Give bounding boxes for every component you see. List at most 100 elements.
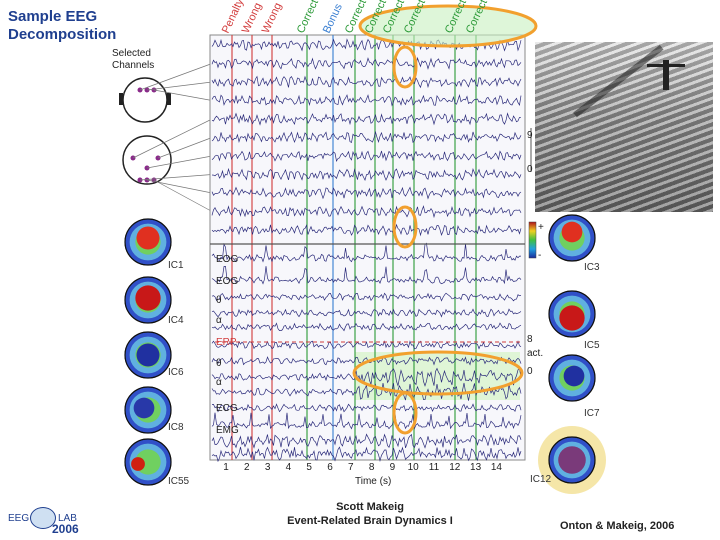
leader-line [139, 174, 213, 181]
leader-line [139, 63, 213, 91]
page-title: Sample EEG Decomposition [8, 8, 158, 44]
eeg-trace [211, 56, 522, 70]
eeg-trace [211, 266, 522, 285]
x-tick-label: 2 [244, 462, 250, 473]
eeg-trace [211, 75, 522, 89]
leader-line [146, 179, 213, 194]
x-tick-label: 5 [306, 462, 312, 473]
eeg-trace [211, 112, 521, 126]
logo-brain-icon [30, 507, 56, 529]
footer-subtitle: Event-Related Brain Dynamics I [287, 515, 453, 527]
x-axis-ticks: 1 2 3 4 5 6 7 8 9 10 11 12 13 14 [223, 462, 502, 473]
eeg-trace [211, 356, 522, 366]
ic-label: IC7 [584, 408, 600, 419]
x-tick-label: 9 [390, 462, 396, 473]
scale-label-4: 0 [527, 366, 533, 377]
event-label: Correct [295, 0, 321, 35]
eeg-trace [211, 433, 522, 449]
person-figure [663, 60, 669, 90]
leader-line [153, 179, 213, 212]
head-schematic-bottom [122, 135, 172, 185]
component-label: EOG [216, 276, 238, 287]
scalp-maps-right: IC3 IC5 IC7 IC12 [530, 214, 606, 494]
selected-channels-label: Selected Channels [112, 48, 154, 72]
colorbar-minus: - [538, 250, 541, 261]
x-axis-label: Time (s) [355, 476, 391, 487]
x-tick-label: 11 [429, 462, 440, 473]
scalp-map-peak [559, 305, 585, 331]
ic-label: IC4 [168, 315, 184, 326]
eeg-trace [211, 242, 521, 263]
component-label: α [216, 377, 222, 388]
x-tick-label: 7 [348, 462, 354, 473]
scalp-map-peak [563, 365, 585, 387]
channel-leader-lines [132, 63, 213, 212]
eeg-trace [211, 205, 522, 219]
scalp-outline [548, 354, 596, 402]
title-line-1: Sample EEG [8, 8, 98, 25]
scale-label-1: 0 [527, 164, 533, 175]
eeglab-logo: EEG LAB 2006 [8, 505, 98, 536]
scale-label-0: 9 [527, 130, 533, 141]
component-label: θ [216, 295, 222, 306]
ic-label: IC3 [584, 262, 600, 273]
component-label: α [216, 315, 222, 326]
ic-label: IC8 [168, 422, 184, 433]
component-label: EMG [216, 425, 239, 436]
scalp-map-peak [136, 343, 160, 367]
scale-label-3: act. [527, 348, 543, 359]
x-tick-label: 13 [470, 462, 482, 473]
footer-citation: Onton & Makeig, 2006 [560, 520, 675, 532]
logo-lab: LAB [58, 513, 77, 524]
ic-label: IC12 [530, 474, 552, 485]
selected-label-line-2: Channels [112, 60, 155, 71]
leader-line [157, 137, 213, 159]
highlight-alpha-burst [352, 350, 524, 396]
colorbar: + - [528, 221, 544, 261]
scalp-outline [548, 290, 596, 338]
eeg-trace [211, 322, 522, 332]
scalp-map-peak [561, 221, 583, 243]
ic-label: IC5 [584, 340, 600, 351]
eeg-trace [211, 223, 522, 237]
footer-name: Scott Makeig [336, 501, 404, 513]
highlight-ellipses [352, 4, 538, 435]
scalp-map-peak [133, 397, 155, 419]
eeg-trace [211, 292, 522, 302]
component-label: ECG [216, 403, 238, 414]
title-line-2: Decomposition [8, 26, 117, 43]
highlight-correct-events [358, 4, 538, 48]
scalp-map-peak [558, 446, 586, 474]
eeg-trace [211, 403, 522, 413]
scale-label-2: 8 [527, 334, 533, 345]
scalp-outline [124, 218, 172, 266]
event-lines [231, 35, 477, 460]
scalp-outline [124, 331, 172, 379]
logo-eeg: EEG [8, 513, 30, 524]
scalp-outline [548, 214, 596, 262]
eeg-trace [211, 186, 522, 200]
right-scale: 9 0 8 act. 0 [527, 128, 543, 377]
ic-label: IC6 [168, 367, 184, 378]
eeg-trace [211, 130, 522, 144]
x-tick-label: 8 [369, 462, 375, 473]
eeg-trace [211, 308, 522, 318]
scalp-map-peak [136, 226, 160, 250]
ic-label: IC55 [168, 476, 190, 487]
x-tick-label: 10 [408, 462, 420, 473]
footer-center: Scott Makeig Event-Related Brain Dynamic… [240, 500, 500, 528]
eeg-trace [211, 340, 522, 350]
component-label: EOG [216, 254, 238, 265]
scalp-outline [548, 436, 596, 484]
colorbar-plus: + [538, 222, 544, 233]
highlight-trace-1 [392, 45, 418, 89]
leader-line [132, 118, 213, 159]
eeg-trace [211, 167, 522, 181]
event-label: Bonus [321, 1, 345, 35]
scalp-maps-left: IC1 IC4 IC6 IC8 IC55 [124, 218, 190, 487]
x-tick-label: 3 [265, 462, 271, 473]
eeg-trace [211, 446, 522, 463]
scalp-outline [124, 386, 172, 434]
